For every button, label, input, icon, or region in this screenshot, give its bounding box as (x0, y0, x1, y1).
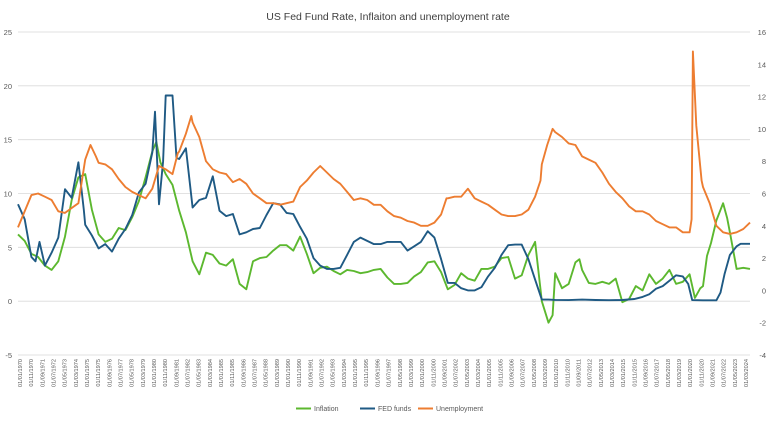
x-tick-label: 01/11/2005 (498, 359, 504, 387)
x-tick-label: 01/07/2022 (722, 359, 728, 387)
x-tick-label: 01/03/1974 (74, 359, 80, 387)
x-tick-label: 01/01/1980 (152, 359, 158, 387)
series-line-fed-funds (17, 94, 750, 302)
right-y-tick-label: 6 (762, 190, 766, 199)
x-tick-label: 01/03/2009 (543, 359, 549, 387)
x-tick-label: 01/03/2024 (744, 359, 750, 387)
x-tick-label: 01/03/1999 (409, 359, 415, 387)
x-tick-label: 01/11/2020 (699, 359, 705, 387)
legend-label: Unemployment (436, 406, 483, 413)
legend-label: FED funds (378, 406, 412, 413)
x-tick-label: 01/05/1988 (264, 359, 270, 387)
x-tick-label: 01/07/2002 (454, 359, 460, 387)
x-tick-label: 01/11/1975 (96, 359, 102, 387)
right-y-tick-label: 0 (762, 286, 766, 295)
x-tick-label: 01/03/1984 (208, 359, 214, 387)
x-tick-label: 01/05/1978 (130, 359, 136, 387)
x-tick-label: 01/03/2014 (610, 359, 616, 387)
left-y-tick-label: 0 (8, 297, 12, 306)
right-y-tick-label: 8 (762, 157, 766, 166)
x-tick-label: 01/01/1995 (353, 359, 359, 387)
right-y-tick-label: 2 (762, 254, 766, 263)
x-tick-label: 01/03/2019 (677, 359, 683, 387)
x-tick-label: 01/09/1981 (174, 359, 180, 387)
series-line-inflation (17, 140, 751, 324)
chart-title: US Fed Fund Rate, Inflaiton and unemploy… (266, 11, 510, 23)
left-y-tick-label: 10 (4, 190, 12, 199)
x-tick-label: 01/09/2016 (643, 359, 649, 387)
x-tick-label: 01/01/1985 (219, 359, 225, 387)
x-tick-label: 01/01/1970 (18, 359, 24, 387)
x-tick-label: 01/05/2003 (465, 359, 471, 387)
x-tick-label: 01/01/2015 (621, 359, 627, 387)
x-tick-label: 01/01/2010 (554, 359, 560, 387)
x-tick-label: 01/11/1985 (230, 359, 236, 387)
x-tick-label: 01/01/2005 (487, 359, 493, 387)
x-tick-label: 01/01/2020 (688, 359, 694, 387)
right-y-tick-label: 4 (762, 222, 766, 231)
legend: Inflation FED funds Unemployment (296, 406, 483, 413)
series-lines (17, 50, 751, 324)
right-y-tick-label: 16 (758, 28, 766, 37)
right-y-tick-label: 10 (758, 125, 766, 134)
x-tick-label: 01/03/1989 (275, 359, 281, 387)
x-tick-label: 01/09/1986 (241, 359, 247, 387)
x-tick-label: 01/09/1971 (40, 359, 46, 387)
x-tick-label: 01/05/2013 (599, 359, 605, 387)
x-tick-label: 01/09/2006 (509, 359, 515, 387)
x-tick-label: 01/05/1993 (331, 359, 337, 387)
left-y-tick-label: 25 (4, 28, 12, 37)
x-tick-label: 01/11/2015 (632, 359, 638, 387)
x-tick-label: 01/09/2001 (442, 359, 448, 387)
x-tick-label: 01/07/1982 (186, 359, 192, 387)
left-y-tick-label: -5 (5, 351, 12, 360)
x-tick-label: 01/07/1972 (52, 359, 58, 387)
x-tick-label: 01/07/1977 (119, 359, 125, 387)
x-tick-label: 01/07/2012 (588, 359, 594, 387)
x-tick-label: 01/07/2007 (521, 359, 527, 387)
gridlines (18, 31, 750, 356)
x-tick-label: 01/07/1992 (320, 359, 326, 387)
left-y-axis: -5 0 5 10 15 20 25 (4, 28, 12, 360)
x-tick-label: 01/05/2018 (666, 359, 672, 387)
x-tick-label: 01/09/2021 (710, 359, 716, 387)
series-line-unemployment (17, 50, 751, 235)
x-tick-label: 01/01/1975 (85, 359, 91, 387)
left-y-tick-label: 20 (4, 82, 12, 91)
x-tick-label: 01/09/1996 (375, 359, 381, 387)
x-tick-label: 01/05/2023 (733, 359, 739, 387)
x-tick-label: 01/07/1987 (253, 359, 259, 387)
x-tick-label: 01/11/1995 (364, 359, 370, 387)
right-y-tick-label: 12 (758, 93, 766, 102)
right-y-tick-label: -4 (759, 351, 766, 360)
x-axis: 01/01/1970 01/11/1970 01/09/1971 01/07/1972… (18, 359, 750, 387)
x-tick-label: 01/01/2000 (420, 359, 426, 387)
x-tick-label: 01/11/1970 (29, 359, 35, 387)
right-y-tick-label: -2 (759, 319, 766, 328)
left-y-tick-label: 15 (4, 136, 12, 145)
x-tick-label: 01/07/1997 (387, 359, 393, 387)
legend-label: Inflation (314, 406, 339, 413)
x-tick-label: 01/11/2000 (431, 359, 437, 387)
x-tick-label: 01/03/2004 (476, 359, 482, 387)
x-tick-label: 01/03/1994 (342, 359, 348, 387)
x-tick-label: 01/05/1998 (398, 359, 404, 387)
x-tick-label: 01/07/2017 (655, 359, 661, 387)
x-tick-label: 01/09/2011 (576, 359, 582, 387)
right-y-axis: -4 -2 0 2 4 6 8 10 12 14 16 (758, 28, 766, 360)
right-y-tick-label: 14 (758, 60, 766, 69)
x-tick-label: 01/03/1979 (141, 359, 147, 387)
x-tick-label: 01/01/1990 (286, 359, 292, 387)
x-tick-label: 01/09/1976 (107, 359, 113, 387)
x-tick-label: 01/05/2008 (532, 359, 538, 387)
x-tick-label: 01/05/1983 (197, 359, 203, 387)
x-tick-label: 01/11/2010 (565, 359, 571, 387)
x-tick-label: 01/11/1980 (163, 359, 169, 387)
left-y-tick-label: 5 (8, 243, 12, 252)
x-tick-label: 01/09/1991 (308, 359, 314, 387)
x-tick-label: 01/05/1973 (63, 359, 69, 387)
x-tick-label: 01/11/1990 (297, 359, 303, 387)
